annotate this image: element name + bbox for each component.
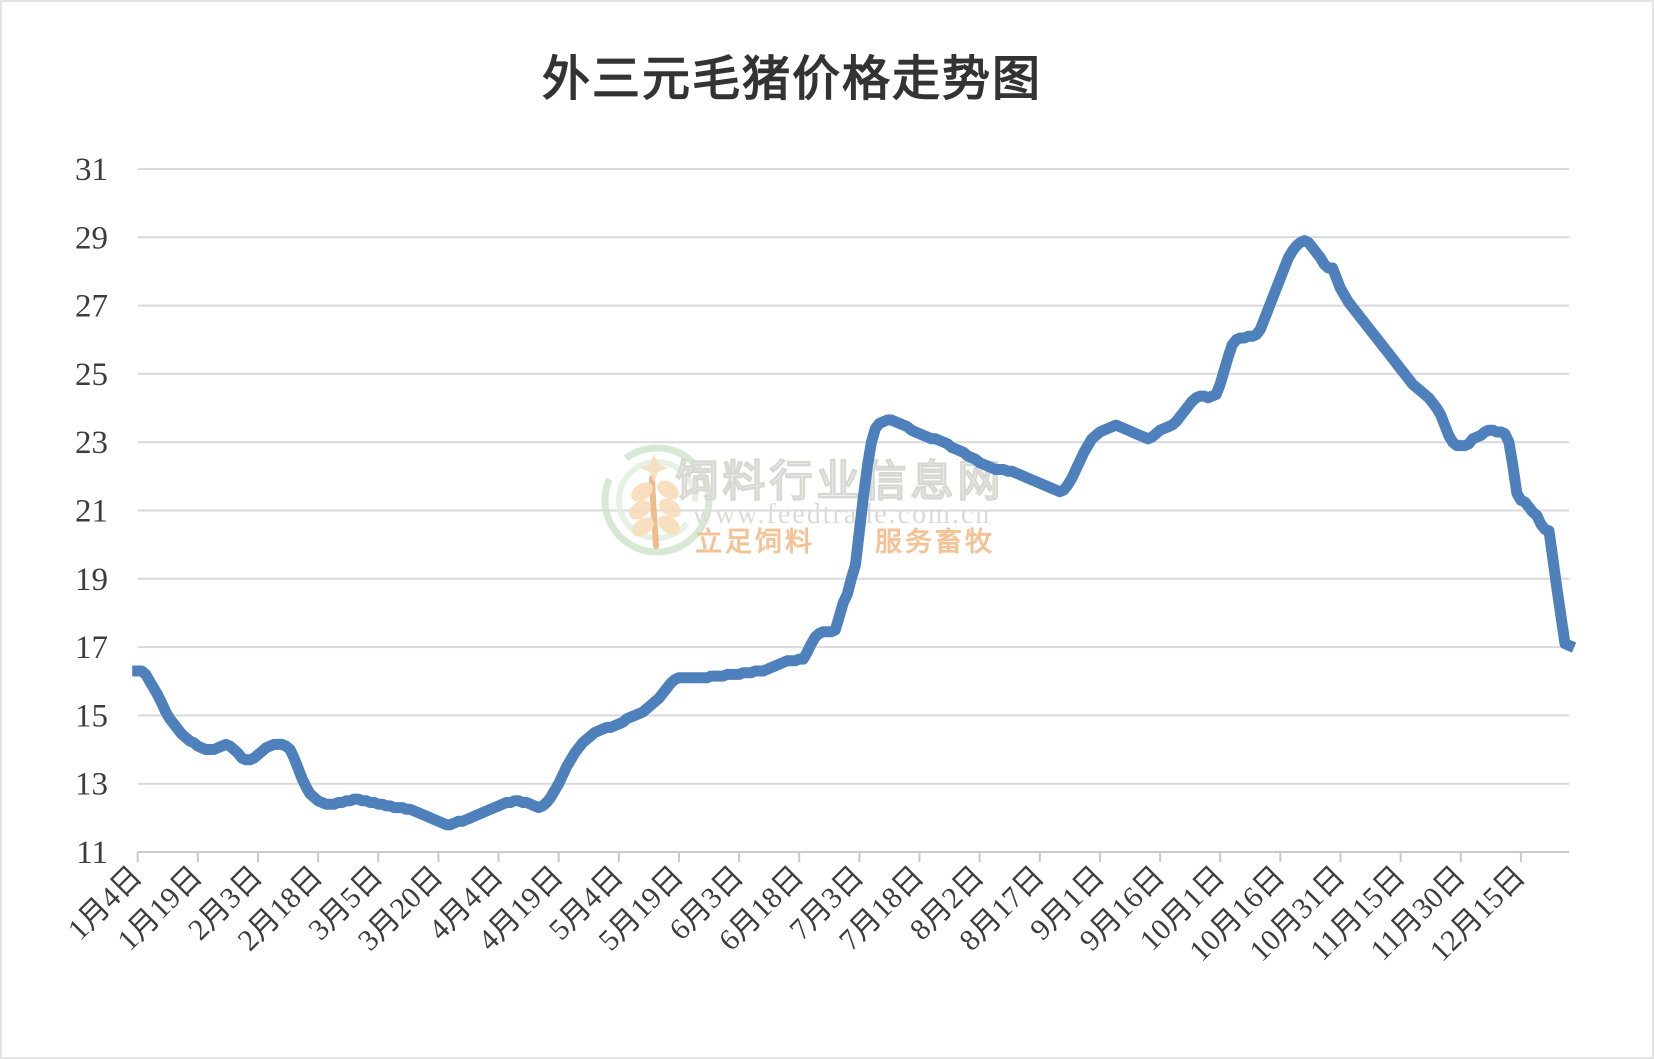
x-axis [136, 852, 1522, 862]
y-tick-label-13: 13 [75, 767, 108, 803]
y-tick-label-11: 11 [76, 835, 108, 871]
y-tick-label-17: 17 [75, 630, 108, 666]
gridlines [137, 168, 1569, 853]
y-tick-label-21: 21 [75, 494, 108, 530]
watermark: 饲料行业信息网 www.feedtrade.com.cn 立足饲料 服务畜牧 [601, 444, 1005, 557]
y-axis-labels: 11 13 15 17 19 21 23 25 27 29 31 [75, 152, 108, 871]
watermark-slogan: 立足饲料 服务畜牧 [695, 526, 995, 557]
y-tick-label-23: 23 [75, 425, 108, 461]
feedtrade-logo-icon [601, 444, 713, 556]
price-line [132, 235, 1577, 831]
chart-title: 外三元毛猪价格走势图 [542, 53, 1042, 106]
y-tick-label-29: 29 [75, 220, 108, 256]
y-tick-label-25: 25 [75, 357, 108, 393]
y-tick-label-31: 31 [75, 152, 108, 188]
price-line-series [132, 235, 1577, 831]
y-tick-label-27: 27 [75, 289, 108, 325]
watermark-url: www.feedtrade.com.cn [693, 499, 992, 530]
watermark-site-name: 饲料行业信息网 [676, 458, 1005, 506]
y-tick-label-15: 15 [75, 698, 108, 734]
y-tick-label-19: 19 [75, 562, 108, 598]
